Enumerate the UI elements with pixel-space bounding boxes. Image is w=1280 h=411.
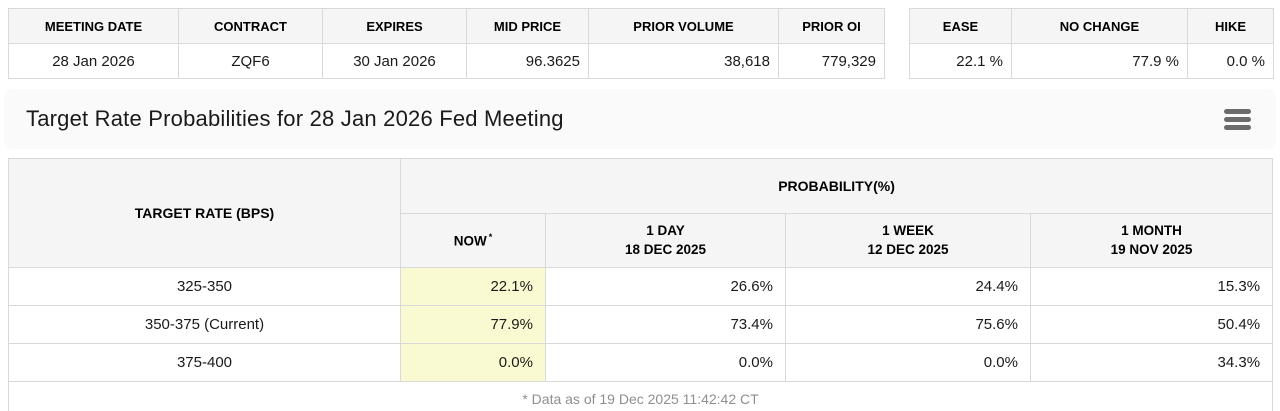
hamburger-menu-icon[interactable] [1220,104,1254,134]
hike-header: HIKE [1187,8,1274,44]
meeting-date-header: MEETING DATE [8,8,179,44]
one-month-probability-cell: 34.3% [1029,343,1274,382]
one-month-column-header: 1 MONTH 19 NOV 2025 [1029,213,1274,268]
title-bar: Target Rate Probabilities for 28 Jan 202… [4,89,1276,149]
table-row: 375-400 0.0% 0.0% 0.0% 34.3% [8,343,1274,382]
hamburger-bar [1223,124,1251,130]
table-row: 350-375 (Current) 77.9% 73.4% 75.6% 50.4… [8,305,1274,344]
one-week-column-header: 1 WEEK 12 DEC 2025 [785,213,1031,268]
footnote-row: * Data as of 19 Dec 2025 11:42:42 CT [7,381,1274,411]
target-rate-cell: 375-400 [8,343,401,382]
summary-tables-row: MEETING DATE CONTRACT EXPIRES MID PRICE … [0,0,1280,79]
expires-header: EXPIRES [322,8,467,44]
asterisk-marker: * [488,231,493,242]
column-header-row: NOW * 1 DAY 18 DEC 2025 1 WEEK 12 DEC 2025 … [9,213,1274,268]
prior-volume-header: PRIOR VOLUME [588,8,779,44]
now-probability-cell: 22.1% [400,267,546,306]
one-week-probability-cell: 75.6% [785,305,1031,344]
table-row: 325-350 22.1% 26.6% 24.4% 15.3% [8,267,1274,306]
expires-value: 30 Jan 2026 [322,43,467,79]
contract-summary-header-row: MEETING DATE CONTRACT EXPIRES MID PRICE … [8,8,885,44]
one-month-probability-cell: 15.3% [1029,267,1274,306]
contract-header: CONTRACT [178,8,323,44]
probability-table: TARGET RATE (BPS) PROBABILITY(%) NOW * 1 … [7,158,1274,411]
one-day-label: 1 DAY [646,223,685,239]
one-week-probability-cell: 24.4% [785,267,1031,306]
action-summary-value-row: 22.1 % 77.9 % 0.0 % [909,43,1274,79]
page-title: Target Rate Probabilities for 28 Jan 202… [26,106,564,131]
action-summary-table: EASE NO CHANGE HIKE 22.1 % 77.9 % 0.0 % [909,8,1274,79]
ease-header: EASE [909,8,1012,44]
one-month-probability-cell: 50.4% [1029,305,1274,344]
one-month-label: 1 MONTH [1121,223,1182,239]
probability-table-container: TARGET RATE (BPS) PROBABILITY(%) NOW * 1 … [0,149,1280,411]
hamburger-bar [1223,116,1251,122]
one-week-label: 1 WEEK [882,223,934,239]
hamburger-bar [1223,108,1251,114]
one-day-date: 18 DEC 2025 [624,241,707,257]
ease-value: 22.1 % [909,43,1012,79]
group-header-row: TARGET RATE (BPS) PROBABILITY(%) [8,158,1274,268]
contract-summary-table: MEETING DATE CONTRACT EXPIRES MID PRICE … [8,8,885,79]
now-probability-cell: 0.0% [400,343,546,382]
no-change-value: 77.9 % [1011,43,1188,79]
prior-oi-value: 779,329 [778,43,885,79]
contract-value: ZQF6 [178,43,323,79]
mid-price-value: 96.3625 [466,43,589,79]
one-week-date: 12 DEC 2025 [867,241,949,257]
now-column-header: NOW * [400,213,546,268]
one-week-probability-cell: 0.0% [785,343,1031,382]
meeting-date-value: 28 Jan 2026 [8,43,179,79]
target-rate-cell: 350-375 (Current) [8,305,401,344]
now-label: NOW [453,233,487,249]
one-day-probability-cell: 26.6% [545,267,786,306]
one-month-date: 19 NOV 2025 [1110,241,1193,257]
now-probability-cell: 77.9% [400,305,546,344]
prior-oi-header: PRIOR OI [778,8,885,44]
mid-price-header: MID PRICE [466,8,589,44]
contract-summary-value-row: 28 Jan 2026 ZQF6 30 Jan 2026 96.3625 38,… [8,43,885,79]
one-day-probability-cell: 0.0% [545,343,786,382]
one-day-probability-cell: 73.4% [545,305,786,344]
prior-volume-value: 38,618 [588,43,779,79]
target-rate-header: TARGET RATE (BPS) [8,158,401,268]
data-as-of-footnote: * Data as of 19 Dec 2025 11:42:42 CT [7,381,1274,411]
hike-value: 0.0 % [1187,43,1274,79]
no-change-header: NO CHANGE [1011,8,1188,44]
one-day-column-header: 1 DAY 18 DEC 2025 [545,213,786,268]
action-summary-header-row: EASE NO CHANGE HIKE [909,8,1274,44]
probability-group-header: PROBABILITY(%) [399,158,1274,214]
target-rate-cell: 325-350 [8,267,401,306]
